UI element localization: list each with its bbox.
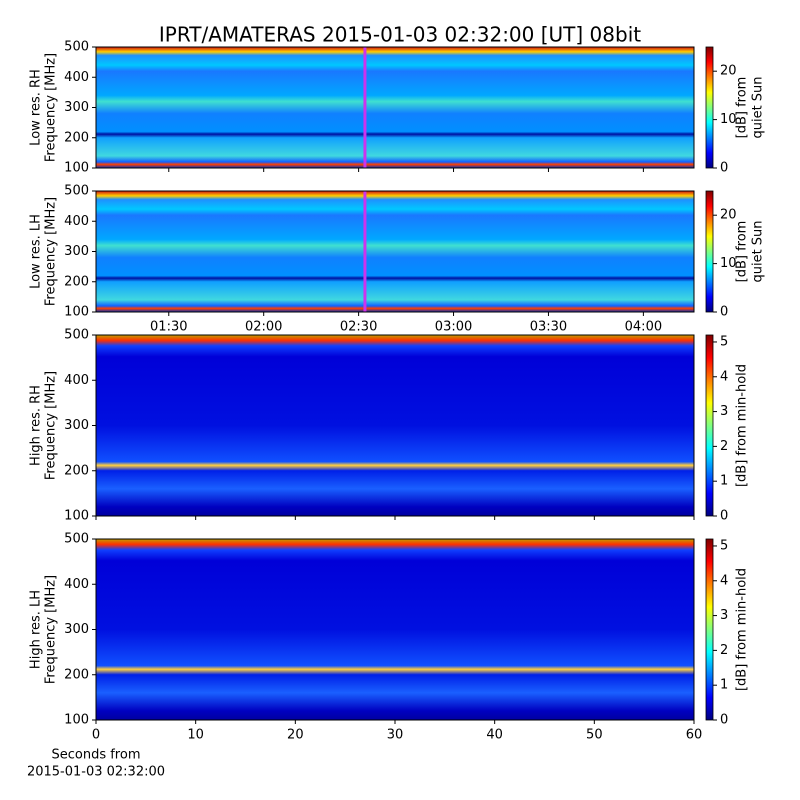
y-axis-label: Low res. RH (29, 69, 44, 146)
colorbar (705, 334, 714, 517)
colorbar-tick-label: 3 (720, 608, 728, 623)
colorbar-tick-label: 2 (720, 643, 728, 658)
y-axis-label: Frequency [MHz] (44, 53, 59, 162)
y-tick-label: 300 (64, 418, 89, 433)
colorbar-tick-label: 4 (720, 369, 728, 384)
y-tick-label: 300 (64, 622, 89, 637)
x-tick-label: 50 (586, 728, 603, 743)
y-tick-label: 400 (64, 70, 89, 85)
x-tick-label: 03:30 (530, 320, 567, 335)
colorbar-label: [dB] from min-hold (735, 364, 750, 487)
y-tick-label: 500 (64, 532, 89, 547)
spectrogram-image (96, 191, 694, 312)
y-tick-label: 200 (64, 463, 89, 478)
x-tick-label: 60 (686, 728, 703, 743)
x-tick-label: 20 (287, 728, 304, 743)
y-axis-label: Frequency [MHz] (44, 197, 59, 306)
colorbar-label: quiet Sun (751, 220, 766, 282)
colorbar-tick-label: 3 (720, 404, 728, 419)
colorbar (705, 538, 714, 721)
x-tick-label: 03:00 (435, 320, 472, 335)
colorbar-tick-label: 0 (720, 509, 728, 524)
colorbar-tick-label: 20 (720, 208, 737, 223)
y-axis-label: Frequency [MHz] (44, 371, 59, 480)
colorbar (705, 190, 714, 313)
colorbar (705, 46, 714, 169)
colorbar-tick-label: 10 (720, 112, 737, 127)
x-tick-label: 01:30 (150, 320, 187, 335)
colorbar-label: quiet Sun (751, 76, 766, 138)
colorbar-tick-label: 20 (720, 64, 737, 79)
colorbar-tick-label: 4 (720, 573, 728, 588)
y-tick-label: 200 (64, 130, 89, 145)
spectrogram-image (96, 539, 694, 720)
colorbar-tick-label: 0 (720, 305, 728, 320)
y-tick-label: 200 (64, 274, 89, 289)
colorbar-tick-label: 10 (720, 256, 737, 271)
y-tick-label: 400 (64, 373, 89, 388)
colorbar-tick-label: 0 (720, 161, 728, 176)
colorbar-tick-label: 0 (720, 713, 728, 728)
y-tick-label: 500 (64, 40, 89, 55)
x-axis-label: 2015-01-03 02:32:00 (27, 765, 165, 780)
y-tick-label: 200 (64, 667, 89, 682)
x-tick-label: 02:30 (340, 320, 377, 335)
y-axis-label: Low res. LH (29, 214, 44, 289)
y-tick-label: 100 (64, 305, 89, 320)
y-tick-label: 400 (64, 214, 89, 229)
colorbar-tick-label: 5 (720, 334, 728, 349)
colorbar-tick-label: 5 (720, 538, 728, 553)
colorbar-tick-label: 1 (720, 474, 728, 489)
y-tick-label: 100 (64, 161, 89, 176)
x-tick-label: 0 (92, 728, 100, 743)
x-axis-label: Seconds from (51, 748, 140, 763)
y-tick-label: 400 (64, 577, 89, 592)
x-tick-label: 04:00 (625, 320, 662, 335)
colorbar-label: [dB] from (735, 77, 750, 139)
y-tick-label: 500 (64, 328, 89, 343)
y-tick-label: 100 (64, 713, 89, 728)
colorbar-tick-label: 2 (720, 439, 728, 454)
spectrogram-image (96, 335, 694, 516)
y-tick-label: 300 (64, 244, 89, 259)
y-tick-label: 500 (64, 184, 89, 199)
colorbar-label: [dB] from (735, 221, 750, 283)
y-axis-label: High res. RH (29, 385, 44, 466)
spectrogram-image (96, 47, 694, 168)
x-tick-label: 02:00 (245, 320, 282, 335)
figure-title: IPRT/AMATERAS 2015-01-03 02:32:00 [UT] 0… (159, 23, 641, 47)
y-tick-label: 300 (64, 100, 89, 115)
x-tick-label: 40 (486, 728, 503, 743)
colorbar-label: [dB] from min-hold (735, 568, 750, 691)
y-tick-label: 100 (64, 509, 89, 524)
x-tick-label: 10 (187, 728, 204, 743)
y-axis-label: High res. LH (29, 590, 44, 669)
colorbar-tick-label: 1 (720, 678, 728, 693)
x-tick-label: 30 (387, 728, 404, 743)
y-axis-label: Frequency [MHz] (44, 575, 59, 684)
